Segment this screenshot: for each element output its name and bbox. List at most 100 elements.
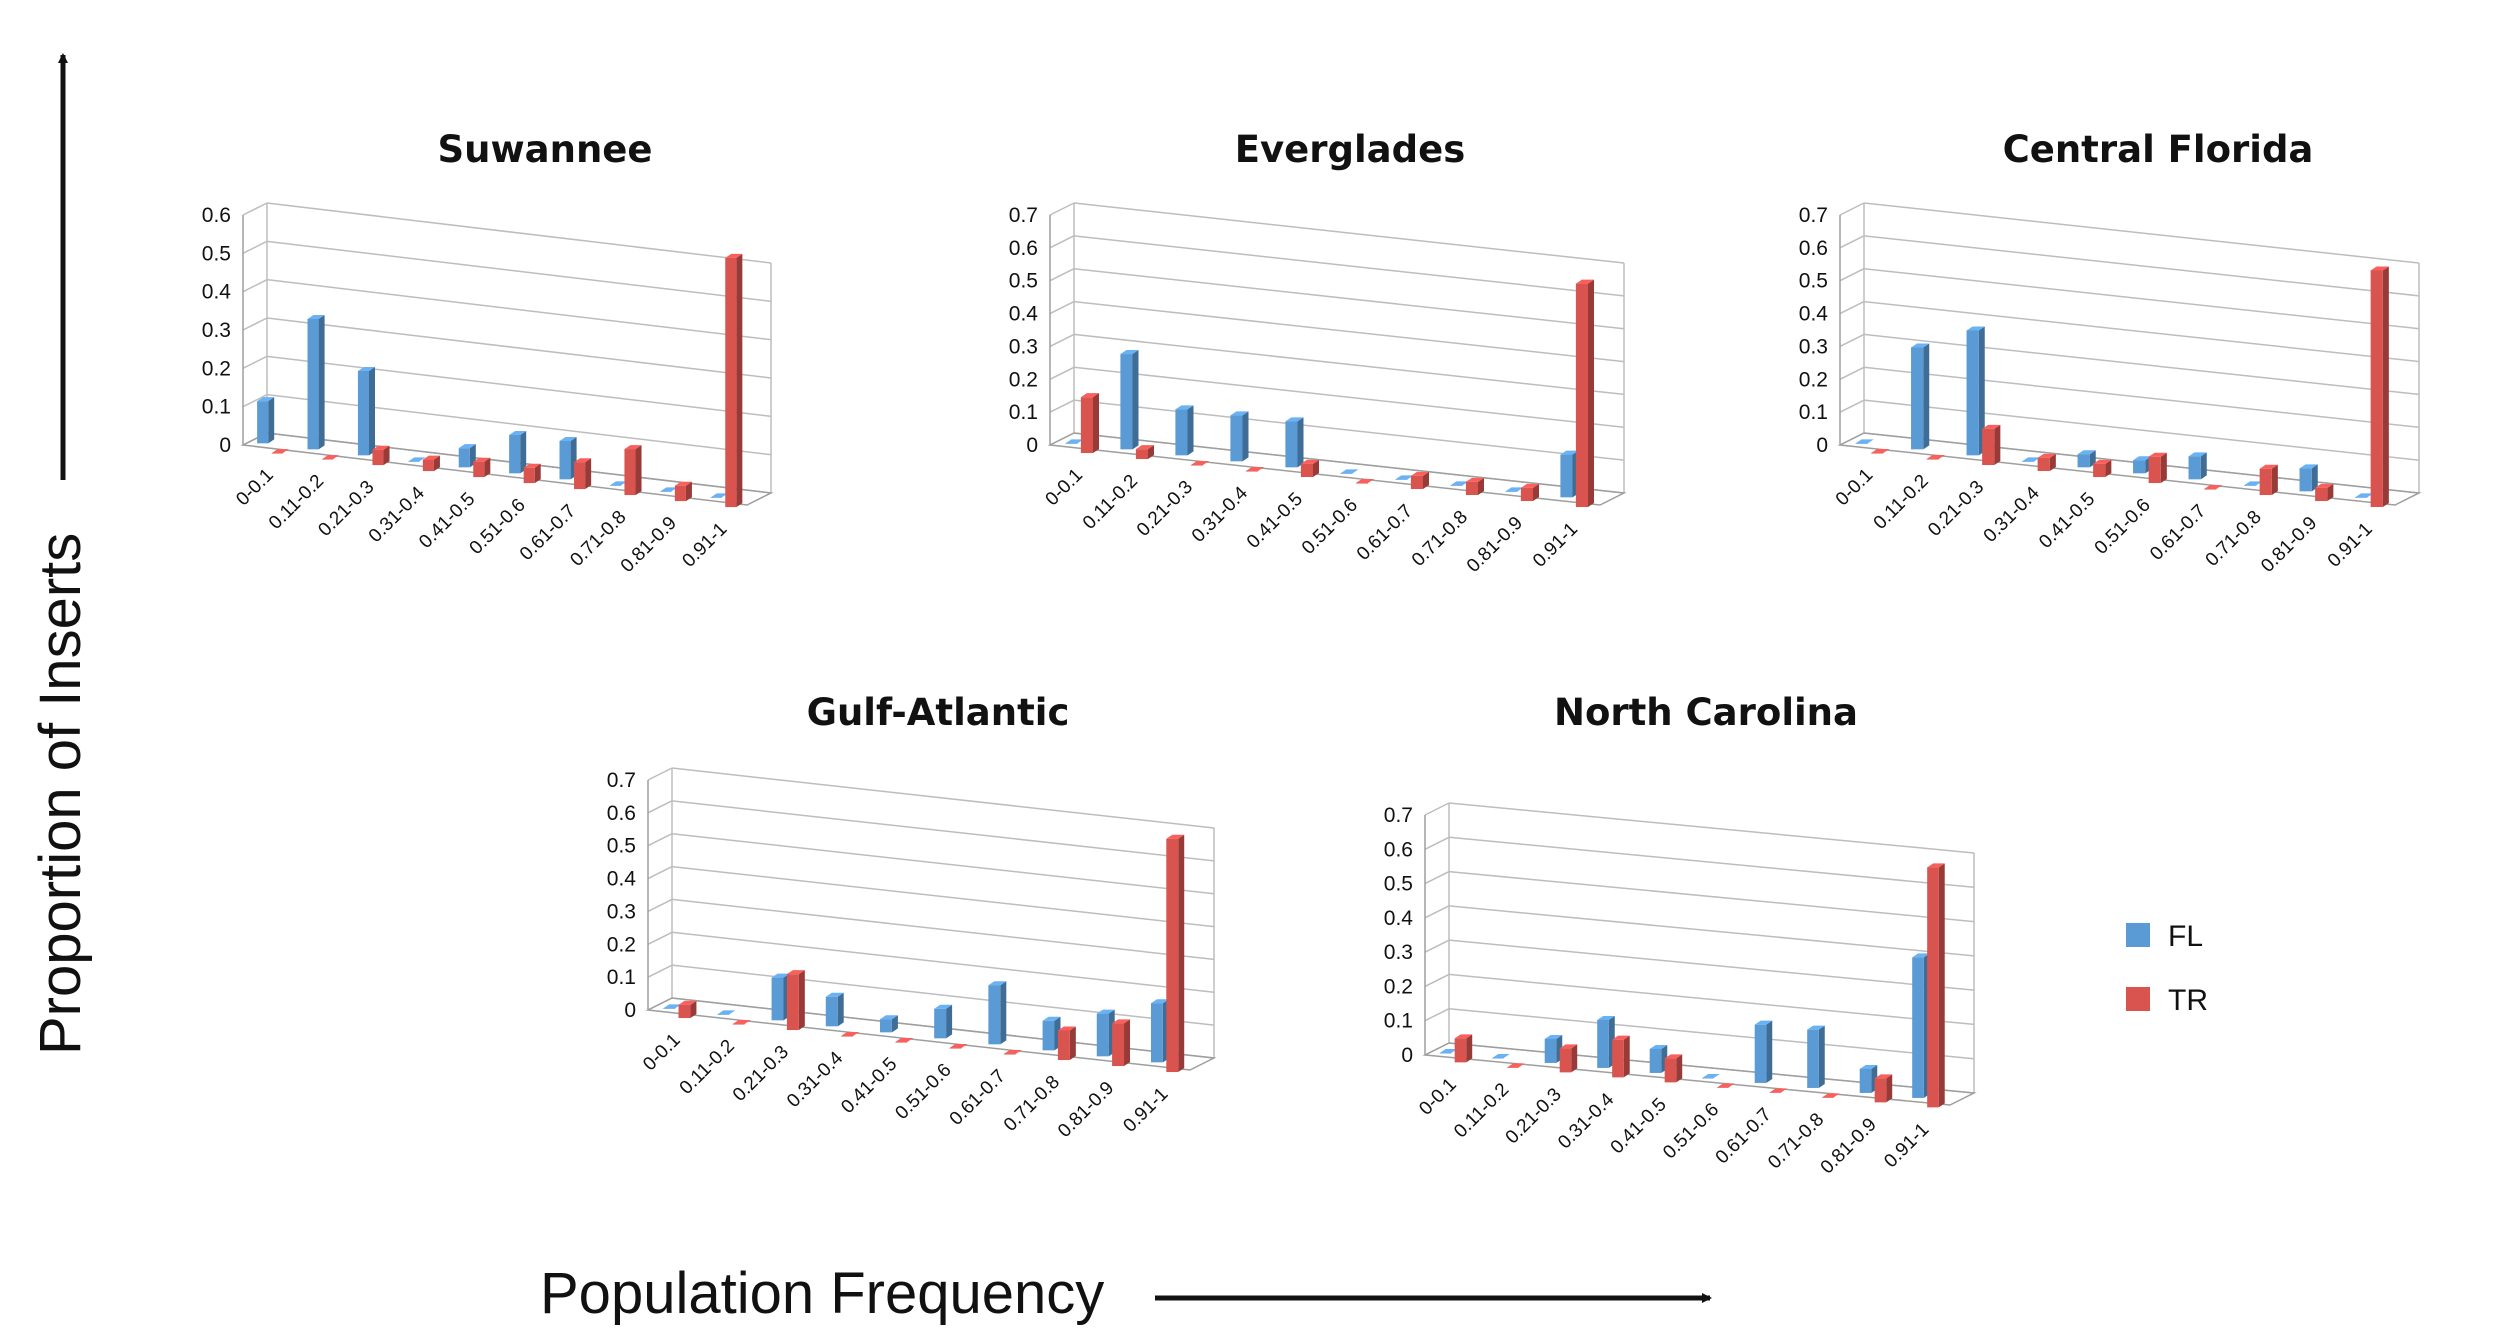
- y-tick-label: 0.4: [202, 281, 232, 304]
- y-tick-label: 0.4: [1009, 303, 1039, 326]
- x-tick-label: 0-0.1: [1415, 1074, 1460, 1119]
- gridline-side: [647, 964, 673, 978]
- bar-front: [725, 257, 737, 508]
- y-tick-label: 0.3: [1384, 941, 1413, 964]
- bar-tr: [1822, 1093, 1840, 1098]
- x-tick-label: 0.91-1: [1529, 519, 1582, 572]
- bar-tr: [322, 455, 340, 460]
- gridline: [1863, 333, 2420, 396]
- bar-tr: [1664, 1054, 1683, 1083]
- bar-tr: [725, 253, 743, 508]
- bar-tr: [1300, 459, 1319, 478]
- bar-top: [1560, 450, 1579, 455]
- chart-floor: [1422, 1042, 1977, 1106]
- bar-top: [1927, 863, 1945, 868]
- bar-front: [1395, 479, 1408, 480]
- bar-front: [322, 459, 334, 460]
- bar-side: [1242, 411, 1249, 462]
- gridline: [266, 355, 772, 418]
- bar-top: [732, 1020, 751, 1025]
- bar-fl: [1150, 999, 1169, 1063]
- x-tick-label: 0.11-0.2: [1079, 471, 1142, 534]
- bar-side: [685, 481, 692, 502]
- y-tick-label: 0.7: [1384, 804, 1413, 827]
- y-tick-label: 0: [624, 999, 636, 1022]
- y-tick-label: 0.1: [607, 966, 636, 989]
- bar-fl: [1042, 1016, 1061, 1051]
- bar-fl: [1597, 1015, 1615, 1068]
- bar-fl: [408, 457, 426, 462]
- bar-tr: [1410, 471, 1429, 490]
- bar-fl: [1175, 405, 1194, 456]
- bar-front: [1120, 354, 1133, 450]
- bar-top: [1080, 393, 1099, 398]
- bar-top: [1664, 1054, 1683, 1059]
- gridline-side: [1839, 333, 1865, 348]
- bar-top: [271, 449, 289, 454]
- bar-side: [2271, 464, 2278, 496]
- bar-tr: [1190, 461, 1209, 466]
- gridline: [1863, 366, 2420, 429]
- bar-front: [2204, 489, 2217, 490]
- bar-tr: [473, 457, 491, 478]
- bar-top: [357, 367, 375, 372]
- gridline-side: [1424, 939, 1450, 953]
- bar-front: [1649, 1048, 1662, 1073]
- gridline-side: [647, 931, 673, 945]
- gridline: [1863, 235, 2420, 297]
- bar-side: [2105, 459, 2112, 478]
- gridline-side: [1424, 973, 1450, 988]
- bar-top: [2188, 452, 2207, 457]
- bar-front: [1612, 1039, 1624, 1078]
- x-tick-label: 0.61-0.7: [2146, 501, 2210, 565]
- bar-top: [1042, 1016, 1061, 1021]
- bar-front: [473, 461, 485, 478]
- x-tick-label: 0.21-0.3: [1924, 477, 1988, 541]
- y-tick-label: 0.7: [607, 769, 636, 792]
- bar-side: [1000, 981, 1007, 1045]
- x-tick-label: 0.11-0.2: [1870, 471, 1933, 534]
- bar-side: [1623, 1035, 1630, 1078]
- bar-fl: [1395, 475, 1414, 480]
- bar-top: [509, 431, 527, 436]
- bar-fl: [988, 981, 1007, 1045]
- bar-front: [2259, 468, 2272, 496]
- bar-top: [2299, 464, 2318, 469]
- bar-side: [1978, 326, 1985, 456]
- y-tick-label: 0.6: [607, 802, 636, 825]
- bar-fl: [257, 397, 275, 444]
- bar-front: [1057, 1030, 1070, 1061]
- bar-top: [458, 444, 476, 449]
- bar-fl: [2355, 493, 2374, 498]
- bar-top: [2204, 485, 2223, 490]
- chart-panels: Suwannee00.10.20.30.40.50.60-0.10.11-0.2…: [202, 128, 2422, 1178]
- bar-front: [523, 467, 535, 484]
- bar-front: [1664, 1058, 1677, 1083]
- bar-top: [1505, 487, 1524, 492]
- x-tick-label: 0.81-0.9: [1463, 513, 1527, 577]
- gridline: [266, 393, 772, 456]
- y-tick-label: 0.1: [1384, 1010, 1413, 1033]
- gridline: [671, 832, 1215, 895]
- bar-front: [1874, 1078, 1887, 1103]
- bar-front: [1112, 1023, 1125, 1067]
- bar-front: [1355, 483, 1368, 484]
- bar-tr: [1245, 467, 1264, 472]
- bar-tr: [1135, 445, 1154, 460]
- bar-top: [408, 457, 426, 462]
- gridline: [1863, 267, 2420, 330]
- bar-front: [1822, 1097, 1834, 1098]
- bar-front: [717, 1014, 730, 1015]
- bar-top: [1982, 424, 2001, 429]
- bar-front: [1560, 454, 1573, 498]
- bar-top: [1874, 1074, 1893, 1079]
- y-tick-label: 0.1: [1799, 401, 1828, 424]
- bar-fl: [1285, 417, 1304, 468]
- bar-top: [879, 1015, 898, 1020]
- bar-side: [1297, 417, 1304, 468]
- bar-front: [408, 461, 420, 462]
- y-tick-label: 0.2: [607, 933, 636, 956]
- bar-tr: [422, 455, 440, 472]
- bar-top: [1544, 1034, 1563, 1039]
- bar-side: [837, 992, 844, 1027]
